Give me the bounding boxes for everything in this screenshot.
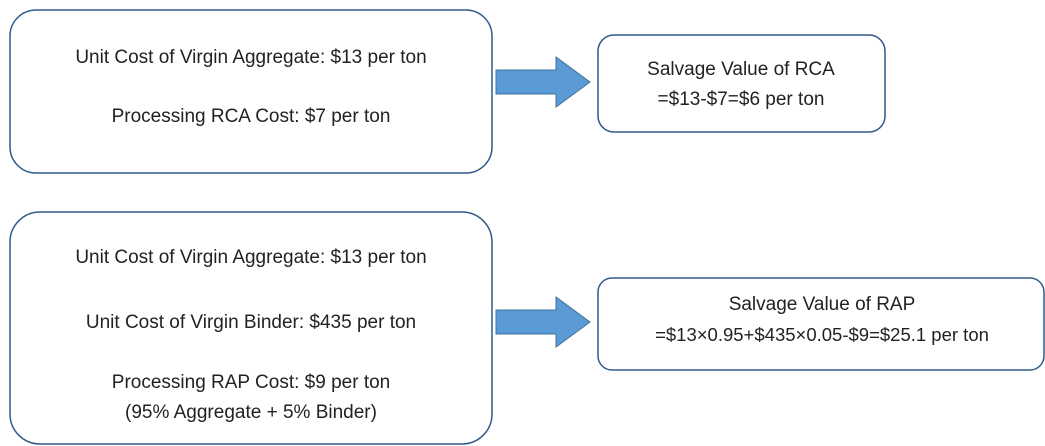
box-text: =$13×0.95+$435×0.05-$9=$25.1 per ton bbox=[655, 324, 989, 345]
box-text: Salvage Value of RAP bbox=[729, 294, 916, 315]
box-text: Unit Cost of Virgin Aggregate: $13 per t… bbox=[75, 247, 426, 268]
box-text: (95% Aggregate + 5% Binder) bbox=[125, 402, 377, 423]
box-text: =$13-$7=$6 per ton bbox=[658, 89, 825, 110]
arrow bbox=[495, 56, 591, 108]
box-text: Processing RCA Cost: $7 per ton bbox=[112, 106, 391, 127]
box-text: Salvage Value of RCA bbox=[647, 59, 835, 80]
box-text: Processing RAP Cost: $9 per ton bbox=[112, 372, 390, 393]
input-box bbox=[9, 211, 493, 445]
box-text: Unit Cost of Virgin Binder: $435 per ton bbox=[86, 312, 416, 333]
arrow bbox=[495, 296, 591, 348]
result-box bbox=[597, 34, 886, 133]
input-box bbox=[9, 9, 493, 174]
result-box bbox=[597, 277, 1045, 371]
box-text: Unit Cost of Virgin Aggregate: $13 per t… bbox=[75, 47, 426, 68]
